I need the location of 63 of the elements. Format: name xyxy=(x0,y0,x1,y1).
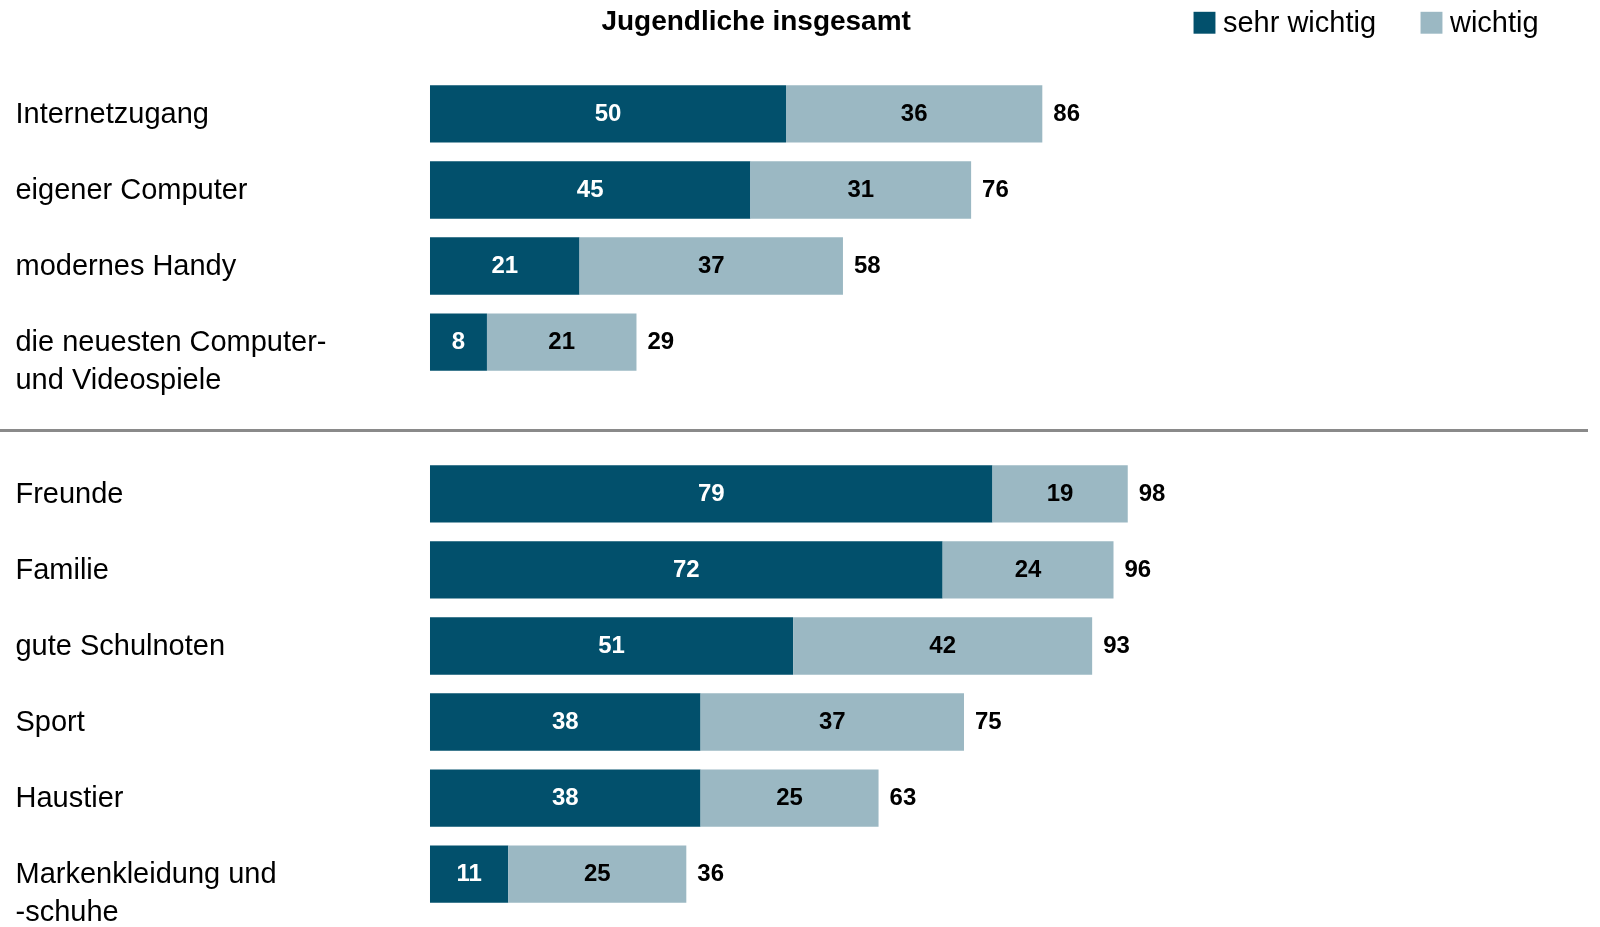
y-tick-label: eigener Computer xyxy=(15,172,248,205)
bar xyxy=(430,237,580,295)
total-label: 96 xyxy=(1124,554,1152,582)
bar xyxy=(942,541,1114,599)
data-label: 38 xyxy=(551,707,579,735)
data-label: 45 xyxy=(576,174,604,202)
data-label: 42 xyxy=(929,630,956,658)
bar xyxy=(992,465,1128,523)
data-label: 50 xyxy=(594,98,622,126)
bar xyxy=(700,693,964,751)
total-label: 63 xyxy=(889,783,917,811)
total-label: 93 xyxy=(1103,630,1130,658)
bar xyxy=(793,617,1093,675)
data-label: 37 xyxy=(697,251,725,279)
data-label: 24 xyxy=(1014,554,1043,582)
bar xyxy=(750,161,972,219)
chart-title: Jugendliche insgesamt xyxy=(601,5,911,36)
total-label: 75 xyxy=(974,707,1002,735)
data-label: 31 xyxy=(847,174,875,202)
data-label: 38 xyxy=(551,783,579,811)
bar xyxy=(430,845,509,903)
y-tick-label: gute Schulnoten xyxy=(15,628,225,661)
data-label: 37 xyxy=(818,707,846,735)
y-tick-label: modernes Handy xyxy=(15,249,237,282)
bar xyxy=(700,769,879,827)
y-tick-label: Markenkleidung und -schuhe xyxy=(15,857,277,927)
data-label: 72 xyxy=(672,554,700,582)
total-label: 36 xyxy=(697,859,724,887)
data-label: 25 xyxy=(776,783,803,811)
y-tick-label: Freunde xyxy=(15,476,124,509)
data-label: 11 xyxy=(456,859,482,887)
y-tick-label: die neuesten Computer- und Videospiele xyxy=(15,325,327,396)
data-label: 79 xyxy=(697,478,725,506)
bar xyxy=(579,237,843,295)
total-label: 58 xyxy=(853,251,881,279)
bar xyxy=(430,693,701,751)
bar xyxy=(486,313,637,371)
data-label: 19 xyxy=(1046,478,1074,506)
total-label: 86 xyxy=(1053,98,1080,126)
bar xyxy=(430,617,794,675)
y-tick-label: Familie xyxy=(15,552,109,585)
y-tick-label: Haustier xyxy=(15,781,124,814)
data-label: 21 xyxy=(548,327,576,355)
total-label: 76 xyxy=(982,174,1009,202)
bar xyxy=(430,161,751,219)
bar xyxy=(430,313,487,371)
y-tick-label: Sport xyxy=(15,705,85,738)
legend-label: wichtig xyxy=(1448,5,1539,38)
total-label: 29 xyxy=(647,327,675,355)
data-label: 51 xyxy=(598,630,625,658)
data-label: 21 xyxy=(491,251,519,279)
y-tick-label: Internetzugang xyxy=(15,96,209,129)
bar xyxy=(430,85,786,143)
bar xyxy=(430,769,701,827)
bar xyxy=(786,85,1043,143)
bar xyxy=(430,541,943,599)
total-label: 98 xyxy=(1138,478,1166,506)
bar xyxy=(508,845,687,903)
data-label: 8 xyxy=(451,327,466,355)
bar xyxy=(430,465,993,523)
data-label: 36 xyxy=(900,98,928,126)
legend-label: sehr wichtig xyxy=(1222,5,1377,38)
data-label: 25 xyxy=(583,859,611,887)
